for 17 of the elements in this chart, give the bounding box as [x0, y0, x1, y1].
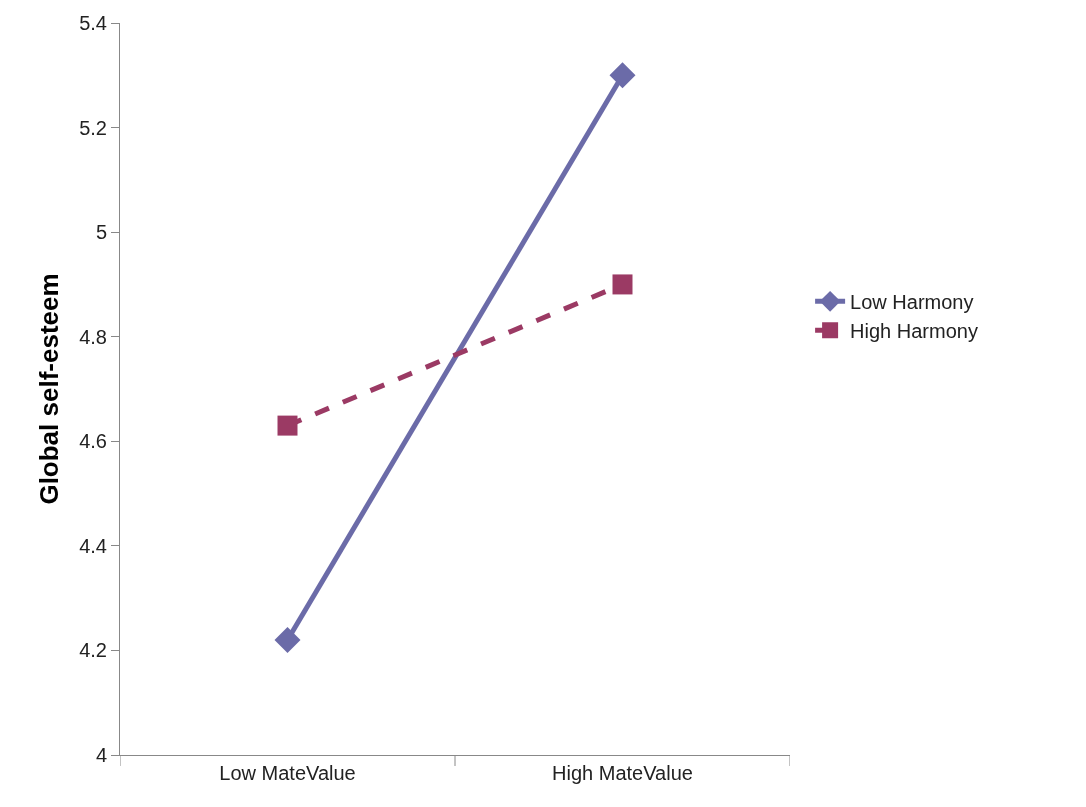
y-tick-label: 5.4 [79, 12, 107, 34]
point [274, 626, 301, 653]
y-tick-label: 5.2 [79, 116, 107, 139]
point [609, 62, 636, 89]
y-tick-label: 5 [95, 221, 107, 244]
y-tick-label: 4.2 [79, 639, 107, 662]
point [277, 415, 298, 436]
x-tick-label: Low MateValue [219, 762, 356, 784]
y-tick-label: 4.4 [79, 534, 107, 557]
legend-label: Low Harmony [850, 291, 974, 314]
x-tick-label: High MateValue [552, 762, 693, 784]
y-axis-title: Global self-esteem [34, 273, 64, 505]
y-tick-label: 4.8 [79, 325, 107, 348]
y-tick-label: 4 [95, 744, 107, 766]
y-tick-label: 4.6 [79, 430, 107, 453]
point [612, 274, 633, 295]
legend-label: High Harmony [850, 320, 978, 343]
